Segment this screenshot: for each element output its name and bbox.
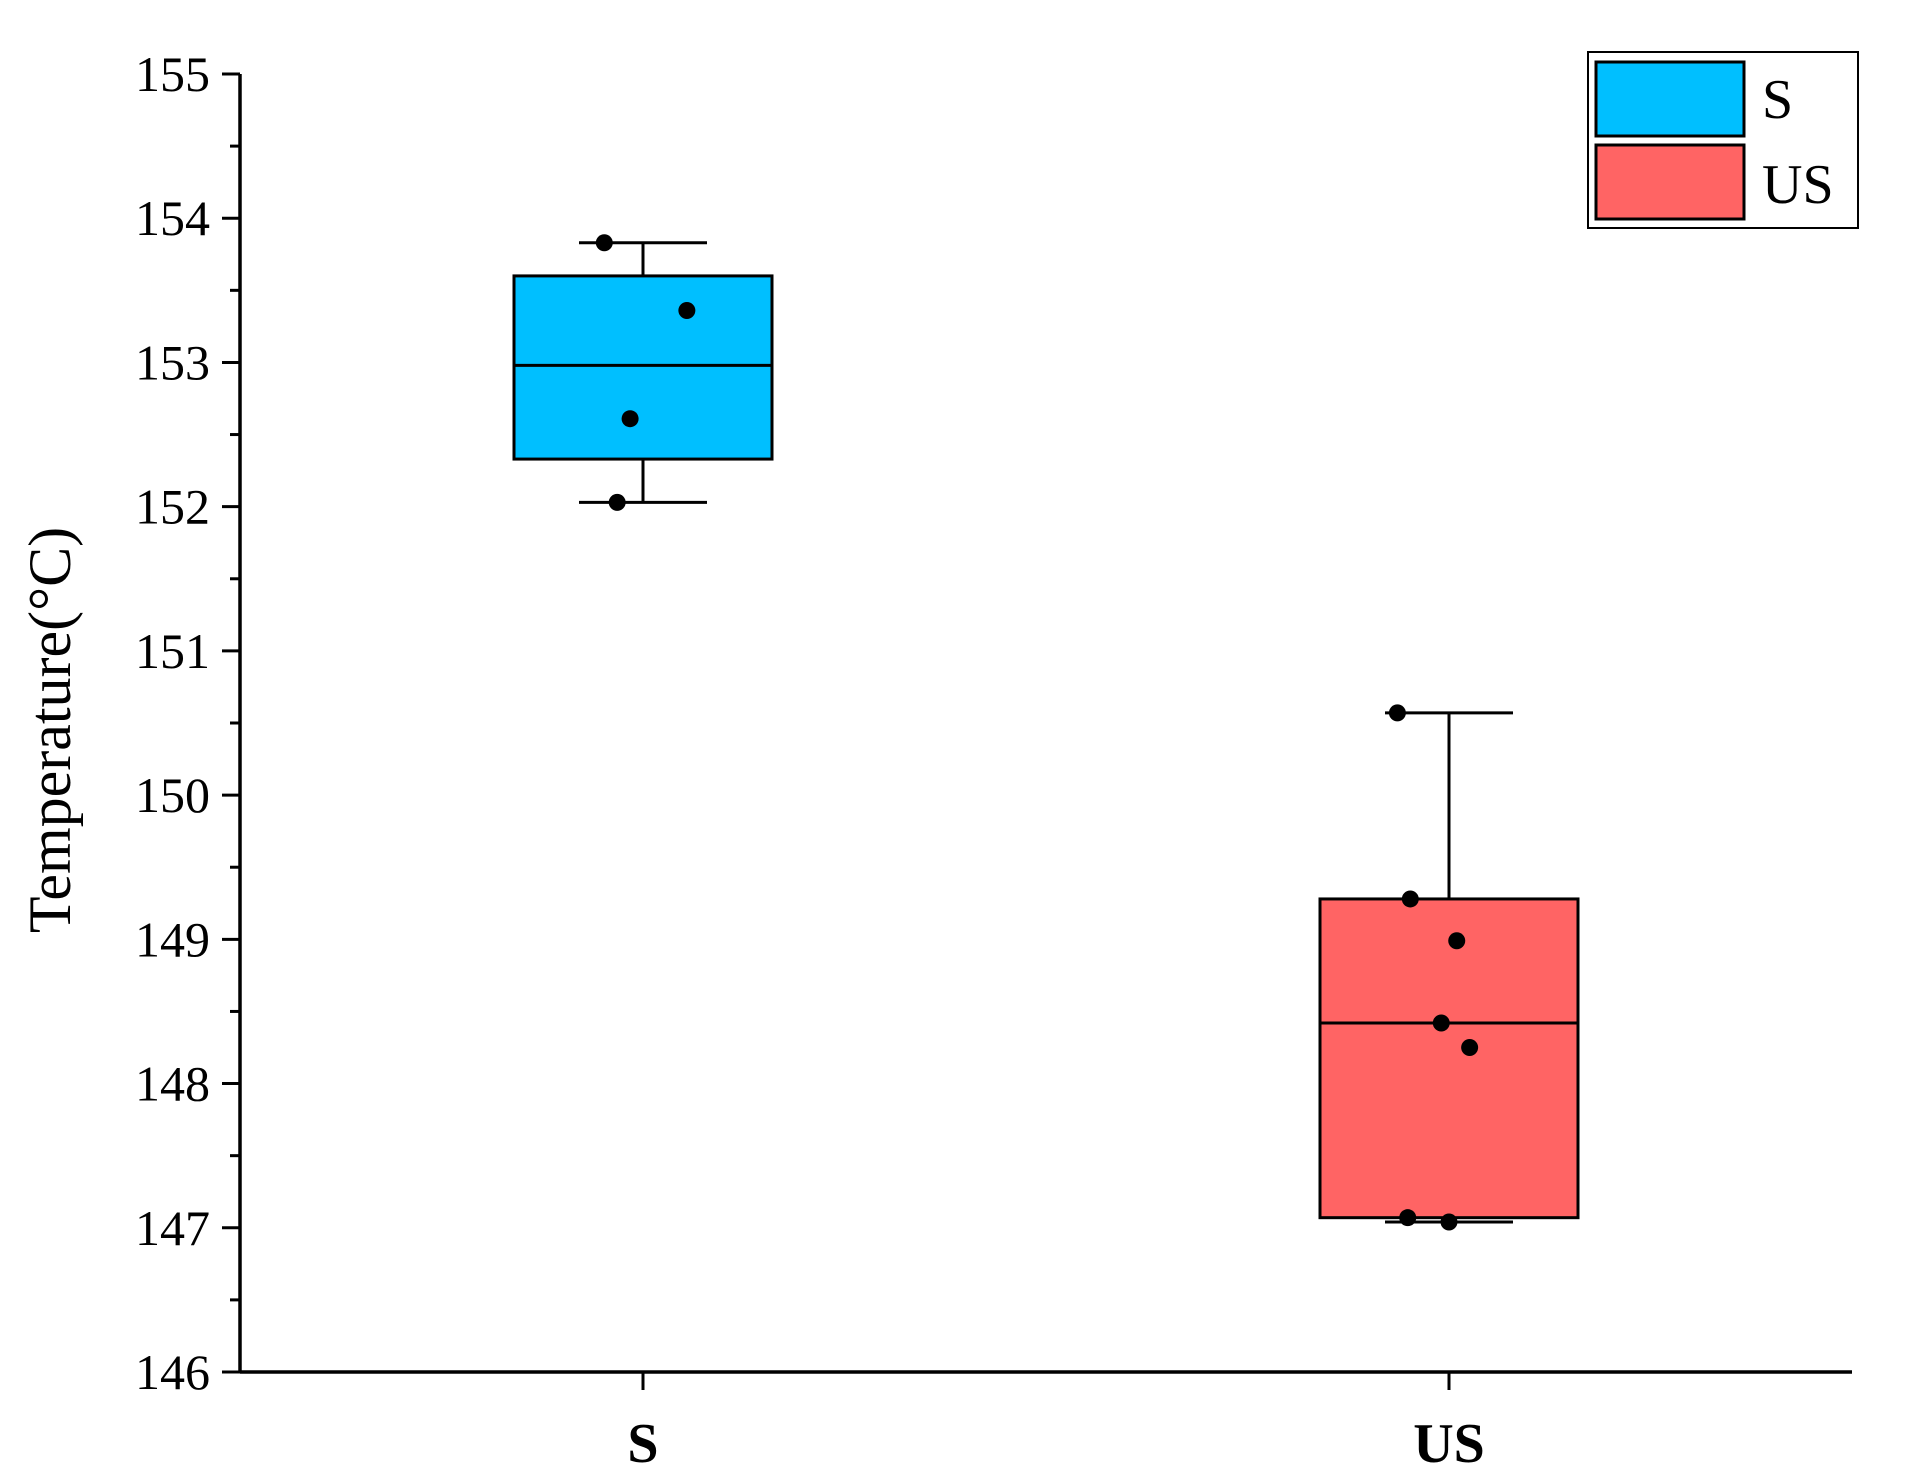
y-tick-label: 151 [135, 623, 210, 679]
data-point-us [1401, 890, 1419, 908]
legend: S US [1587, 51, 1859, 229]
data-point-s [595, 234, 613, 252]
data-point-s [608, 493, 626, 511]
box-s [512, 274, 774, 461]
data-point-s [678, 302, 696, 320]
y-tick-label: 153 [135, 334, 210, 390]
y-tick-label: 150 [135, 767, 210, 823]
x-category-label: US [1413, 1413, 1485, 1475]
x-category-label: S [627, 1413, 658, 1475]
y-tick-label: 146 [135, 1344, 210, 1400]
y-tick-label: 149 [135, 911, 210, 967]
y-axis-label: Temperature(°C) [17, 527, 83, 933]
y-tick-label: 155 [135, 46, 210, 102]
data-point-us [1399, 1209, 1417, 1227]
y-tick-label: 148 [135, 1056, 210, 1112]
y-tick-label: 154 [135, 190, 210, 246]
data-point-us [1388, 704, 1406, 722]
point-layer [595, 234, 1479, 1231]
axis-layer: 146 147 148 149 150 151 152 153 154 155 S US [135, 46, 1852, 1475]
box-us [1318, 897, 1580, 1220]
data-point-us [1461, 1039, 1479, 1056]
legend-swatch-s [1594, 60, 1746, 138]
data-point-us [1440, 1213, 1458, 1231]
y-tick-label: 152 [135, 479, 210, 535]
legend-swatch-us [1594, 143, 1746, 221]
legend-label-us: US [1762, 154, 1834, 216]
data-point-us [1432, 1014, 1450, 1032]
legend-label-s: S [1762, 69, 1793, 131]
data-point-us [1448, 932, 1466, 950]
y-tick-label: 147 [135, 1200, 210, 1256]
box-layer [512, 241, 1580, 1224]
data-point-s [621, 410, 639, 428]
